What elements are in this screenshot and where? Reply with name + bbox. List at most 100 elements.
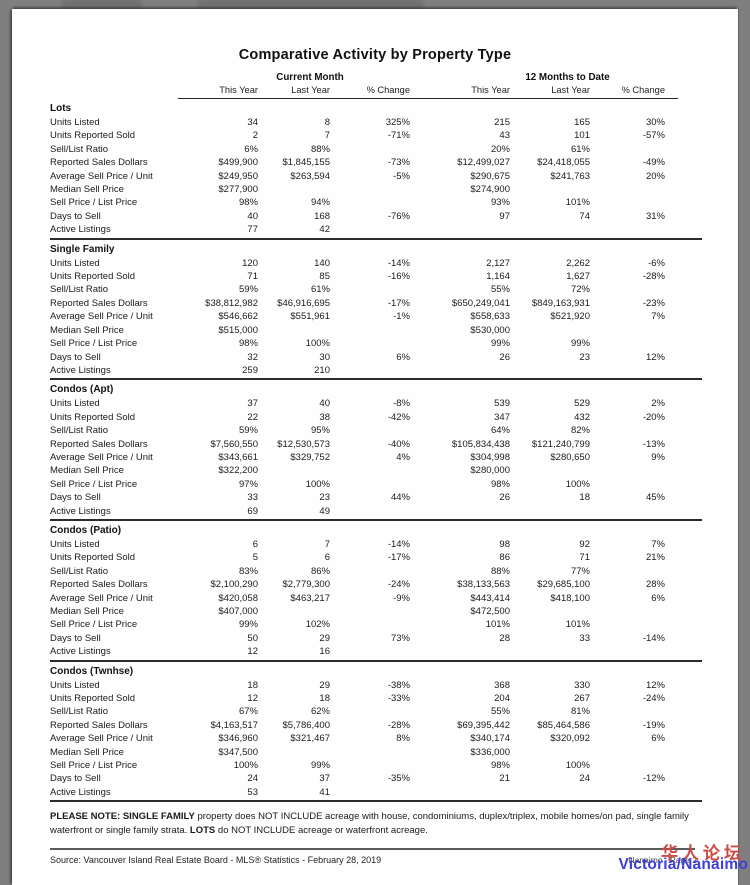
row-label: Active Listings (50, 505, 111, 517)
row-label: Units Listed (50, 257, 100, 269)
page-title: Comparative Activity by Property Type (238, 47, 512, 63)
table-cell: 44% (390, 492, 410, 504)
section-condos-apt: Condos (Apt) Units Listed 37 40 -8% 539 529 2% U… (50, 383, 702, 521)
table-row: Units Listed 18 29 -38% 368 330 12% (50, 679, 702, 692)
table-cell: 37 (247, 398, 258, 410)
table-cell: -49% (642, 157, 665, 169)
note-bold-lots: LOTS (189, 824, 216, 836)
table-cell: $521,920 (550, 311, 590, 323)
table-cell: 64% (490, 425, 510, 437)
table-cell: -57% (642, 130, 665, 142)
table-row: Days to Sell 50 29 73% 28 33 -14% (50, 632, 702, 645)
table-cell: $38,133,563 (457, 579, 510, 591)
table-cell: 20% (490, 143, 510, 155)
table-cell: 88% (490, 565, 510, 577)
table-cell: -28% (642, 271, 665, 283)
table-cell (258, 464, 330, 477)
table-cell: $443,414 (470, 592, 510, 604)
table-cell: 93% (490, 197, 510, 209)
row-label: Reported Sales Dollars (50, 297, 148, 309)
table-row: Average Sell Price / Unit $346,960 $321,46… (50, 732, 702, 745)
table-cell: 120 (242, 257, 258, 269)
table-cell: 99% (238, 619, 258, 631)
column-header: This Year (219, 85, 258, 95)
table-row: Active Listings 259 210 (50, 364, 702, 377)
table-cell: 41 (319, 786, 330, 798)
table-cell: $29,685,100 (537, 579, 590, 591)
table-cell: 1,627 (566, 271, 590, 283)
table-cell: 74 (579, 210, 590, 222)
table-row: Average Sell Price / Unit $420,058 $463,21… (50, 592, 702, 605)
viewer-top-shadow (62, 0, 142, 8)
table-row: Median Sell Price $322,200 $280,000 (50, 464, 702, 477)
row-label: Days to Sell (50, 351, 101, 363)
table-cell: $420,058 (218, 592, 258, 604)
table-row: Sell Price / List Price 97% 100% 98% 100% (50, 478, 702, 491)
row-label: Average Sell Price / Unit (50, 733, 153, 745)
table-cell: 30 (319, 351, 330, 363)
table-cell: 24 (579, 773, 590, 785)
table-cell: 32 (247, 351, 258, 363)
table-cell (510, 746, 590, 759)
table-cell: 12 (247, 646, 258, 658)
table-cell: -14% (387, 257, 410, 269)
table-cell: 9% (651, 451, 665, 463)
table-cell: -17% (387, 552, 410, 564)
table-row: Average Sell Price / Unit $343,661 $329,75… (50, 451, 702, 464)
table-cell: 210 (314, 364, 330, 376)
table-cell: 12% (645, 351, 665, 363)
table-row: Reported Sales Dollars $7,560,550 $12,530,… (50, 438, 702, 451)
table-cell: $46,916,695 (277, 297, 330, 309)
row-label: Sell/List Ratio (50, 284, 109, 296)
table-cell: 267 (574, 693, 590, 705)
table-cell: 204 (494, 693, 510, 705)
table-cell: -5% (393, 170, 410, 182)
table-cell: 99% (310, 760, 330, 772)
table-cell: 12 (247, 693, 258, 705)
table-row: Median Sell Price $347,500 $336,000 (50, 746, 702, 759)
column-header: Last Year (291, 85, 330, 95)
table-cell: 100% (565, 760, 590, 772)
table-cell (330, 746, 410, 759)
table-row: Sell/List Ratio 59% 61% 55% 72% (50, 283, 702, 296)
table-cell: -24% (387, 579, 410, 591)
table-cell: $105,834,438 (451, 438, 510, 450)
table-cell: 7% (651, 538, 665, 550)
table-cell (410, 786, 510, 799)
table-row: Active Listings 12 16 (50, 645, 702, 658)
table-cell: $472,500 (470, 606, 510, 617)
watermark-victoria-nanaimo: Victoria/Nanaimo (618, 856, 748, 873)
table-cell: 101% (565, 619, 590, 631)
table-cell: 100% (305, 478, 330, 490)
table-cell: 7% (651, 311, 665, 323)
table-group-headers: Current Month 12 Months to Date (50, 72, 702, 83)
table-cell: 59% (238, 425, 258, 437)
table-cell (330, 337, 410, 350)
table-cell: $5,786,400 (282, 719, 330, 731)
table-cell: 71 (247, 271, 258, 283)
table-cell: $343,661 (218, 451, 258, 463)
table-cell: 101 (574, 130, 590, 142)
table-cell: $7,560,550 (210, 438, 258, 450)
table-cell (590, 759, 665, 772)
table-cell: 33 (247, 492, 258, 504)
table-cell: 368 (494, 679, 510, 691)
table-row: Active Listings 77 42 (50, 223, 702, 236)
table-cell: 38 (319, 411, 330, 423)
table-cell: -24% (642, 693, 665, 705)
row-label: Active Listings (50, 646, 111, 658)
row-label: Sell/List Ratio (50, 706, 109, 718)
table-row: Units Listed 37 40 -8% 539 529 2% (50, 397, 702, 410)
table-cell: 100% (305, 338, 330, 350)
table-cell (330, 565, 410, 578)
table-cell (510, 605, 590, 618)
table-row: Active Listings 69 49 (50, 505, 702, 518)
table-cell: 98% (490, 478, 510, 490)
table-cell: 2,262 (566, 257, 590, 269)
table-cell: $2,779,300 (282, 579, 330, 591)
table-cell: 102% (305, 619, 330, 631)
table-cell: 59% (238, 284, 258, 296)
table-cell: 6 (252, 538, 258, 550)
table-cell: 101% (565, 197, 590, 209)
column-header: % Change (621, 85, 665, 95)
